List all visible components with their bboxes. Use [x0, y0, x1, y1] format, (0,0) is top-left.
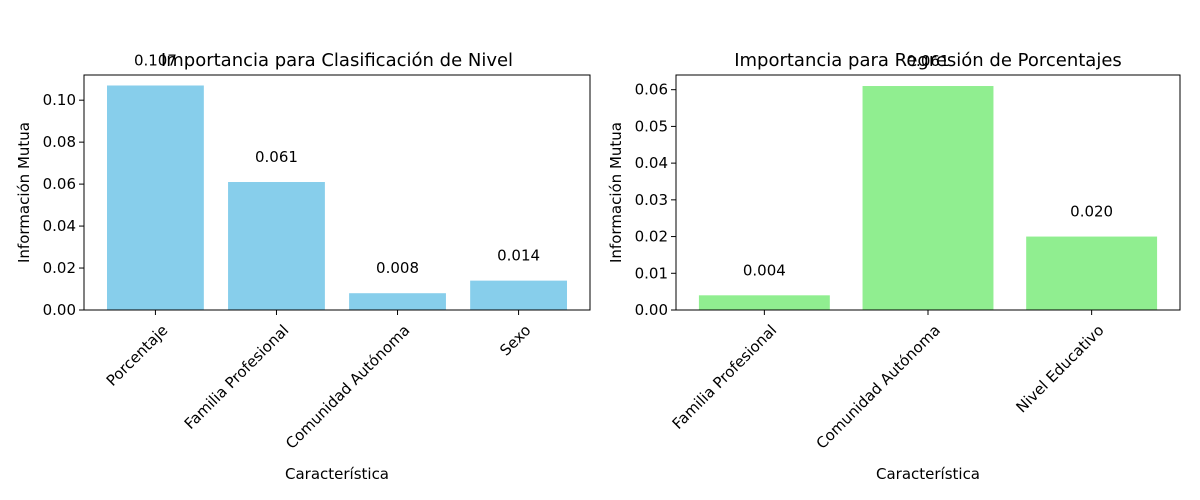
bar-1 [107, 85, 204, 310]
y-tick-label: 0.02 [635, 228, 668, 246]
x-tick-label: Comunidad Autónoma [813, 321, 944, 452]
data-label-3: 0.008 [376, 259, 419, 277]
data-label-1: 0.107 [134, 51, 177, 69]
y-axis-label: Información Mutua [15, 122, 33, 263]
y-tick-label: 0.00 [635, 301, 668, 319]
x-axis-label: Característica [876, 465, 980, 483]
y-tick-label: 0.04 [43, 217, 76, 235]
plot-frame [83, 74, 591, 311]
x-tick-label: Sexo [496, 321, 534, 359]
bar-1 [698, 295, 830, 310]
x-axis-label: Característica [285, 465, 389, 483]
data-label-2: 0.061 [907, 52, 950, 70]
data-label-4: 0.014 [497, 247, 540, 265]
bar-3 [1026, 236, 1158, 310]
bar-3 [349, 293, 446, 310]
bar-2 [228, 182, 325, 310]
bar-4 [470, 280, 567, 310]
y-tick-label: 0.01 [635, 264, 668, 282]
x-tick-label: Nivel Educativo [1012, 321, 1107, 416]
y-tick-label: 0.10 [43, 91, 76, 109]
chart-title: Importancia para Clasificación de Nivel [161, 50, 513, 71]
y-tick-label: 0.06 [43, 175, 76, 193]
data-label-3: 0.020 [1070, 203, 1113, 221]
y-tick-label: 0.00 [43, 301, 76, 319]
x-tick-label: Comunidad Autónoma [282, 321, 413, 452]
y-tick-label: 0.04 [635, 154, 668, 172]
x-tick-label: Familia Profesional [669, 321, 781, 433]
chart-title: Importancia para Regresión de Porcentaje… [734, 50, 1122, 71]
chart-panel-classification: 0.00 0.02 0.04 0.06 0.08 0.10 Porcentaje Famili… [15, 50, 591, 483]
y-tick-label: 0.03 [635, 191, 668, 209]
bar-2 [862, 86, 994, 310]
x-tick-label: Porcentaje [103, 321, 172, 390]
y-tick-label: 0.06 [635, 81, 668, 99]
x-tick-label: Familia Profesional [181, 321, 293, 433]
y-tick-label: 0.08 [43, 133, 76, 151]
data-label-2: 0.061 [255, 148, 298, 166]
y-tick-label: 0.05 [635, 117, 668, 135]
y-axis-label: Información Mutua [607, 122, 625, 263]
chart-panel-regression: 0.00 0.01 0.02 0.03 0.04 0.05 0.06 Familia Prof… [607, 50, 1181, 483]
data-label-1: 0.004 [743, 261, 786, 279]
y-tick-label: 0.02 [43, 259, 76, 277]
